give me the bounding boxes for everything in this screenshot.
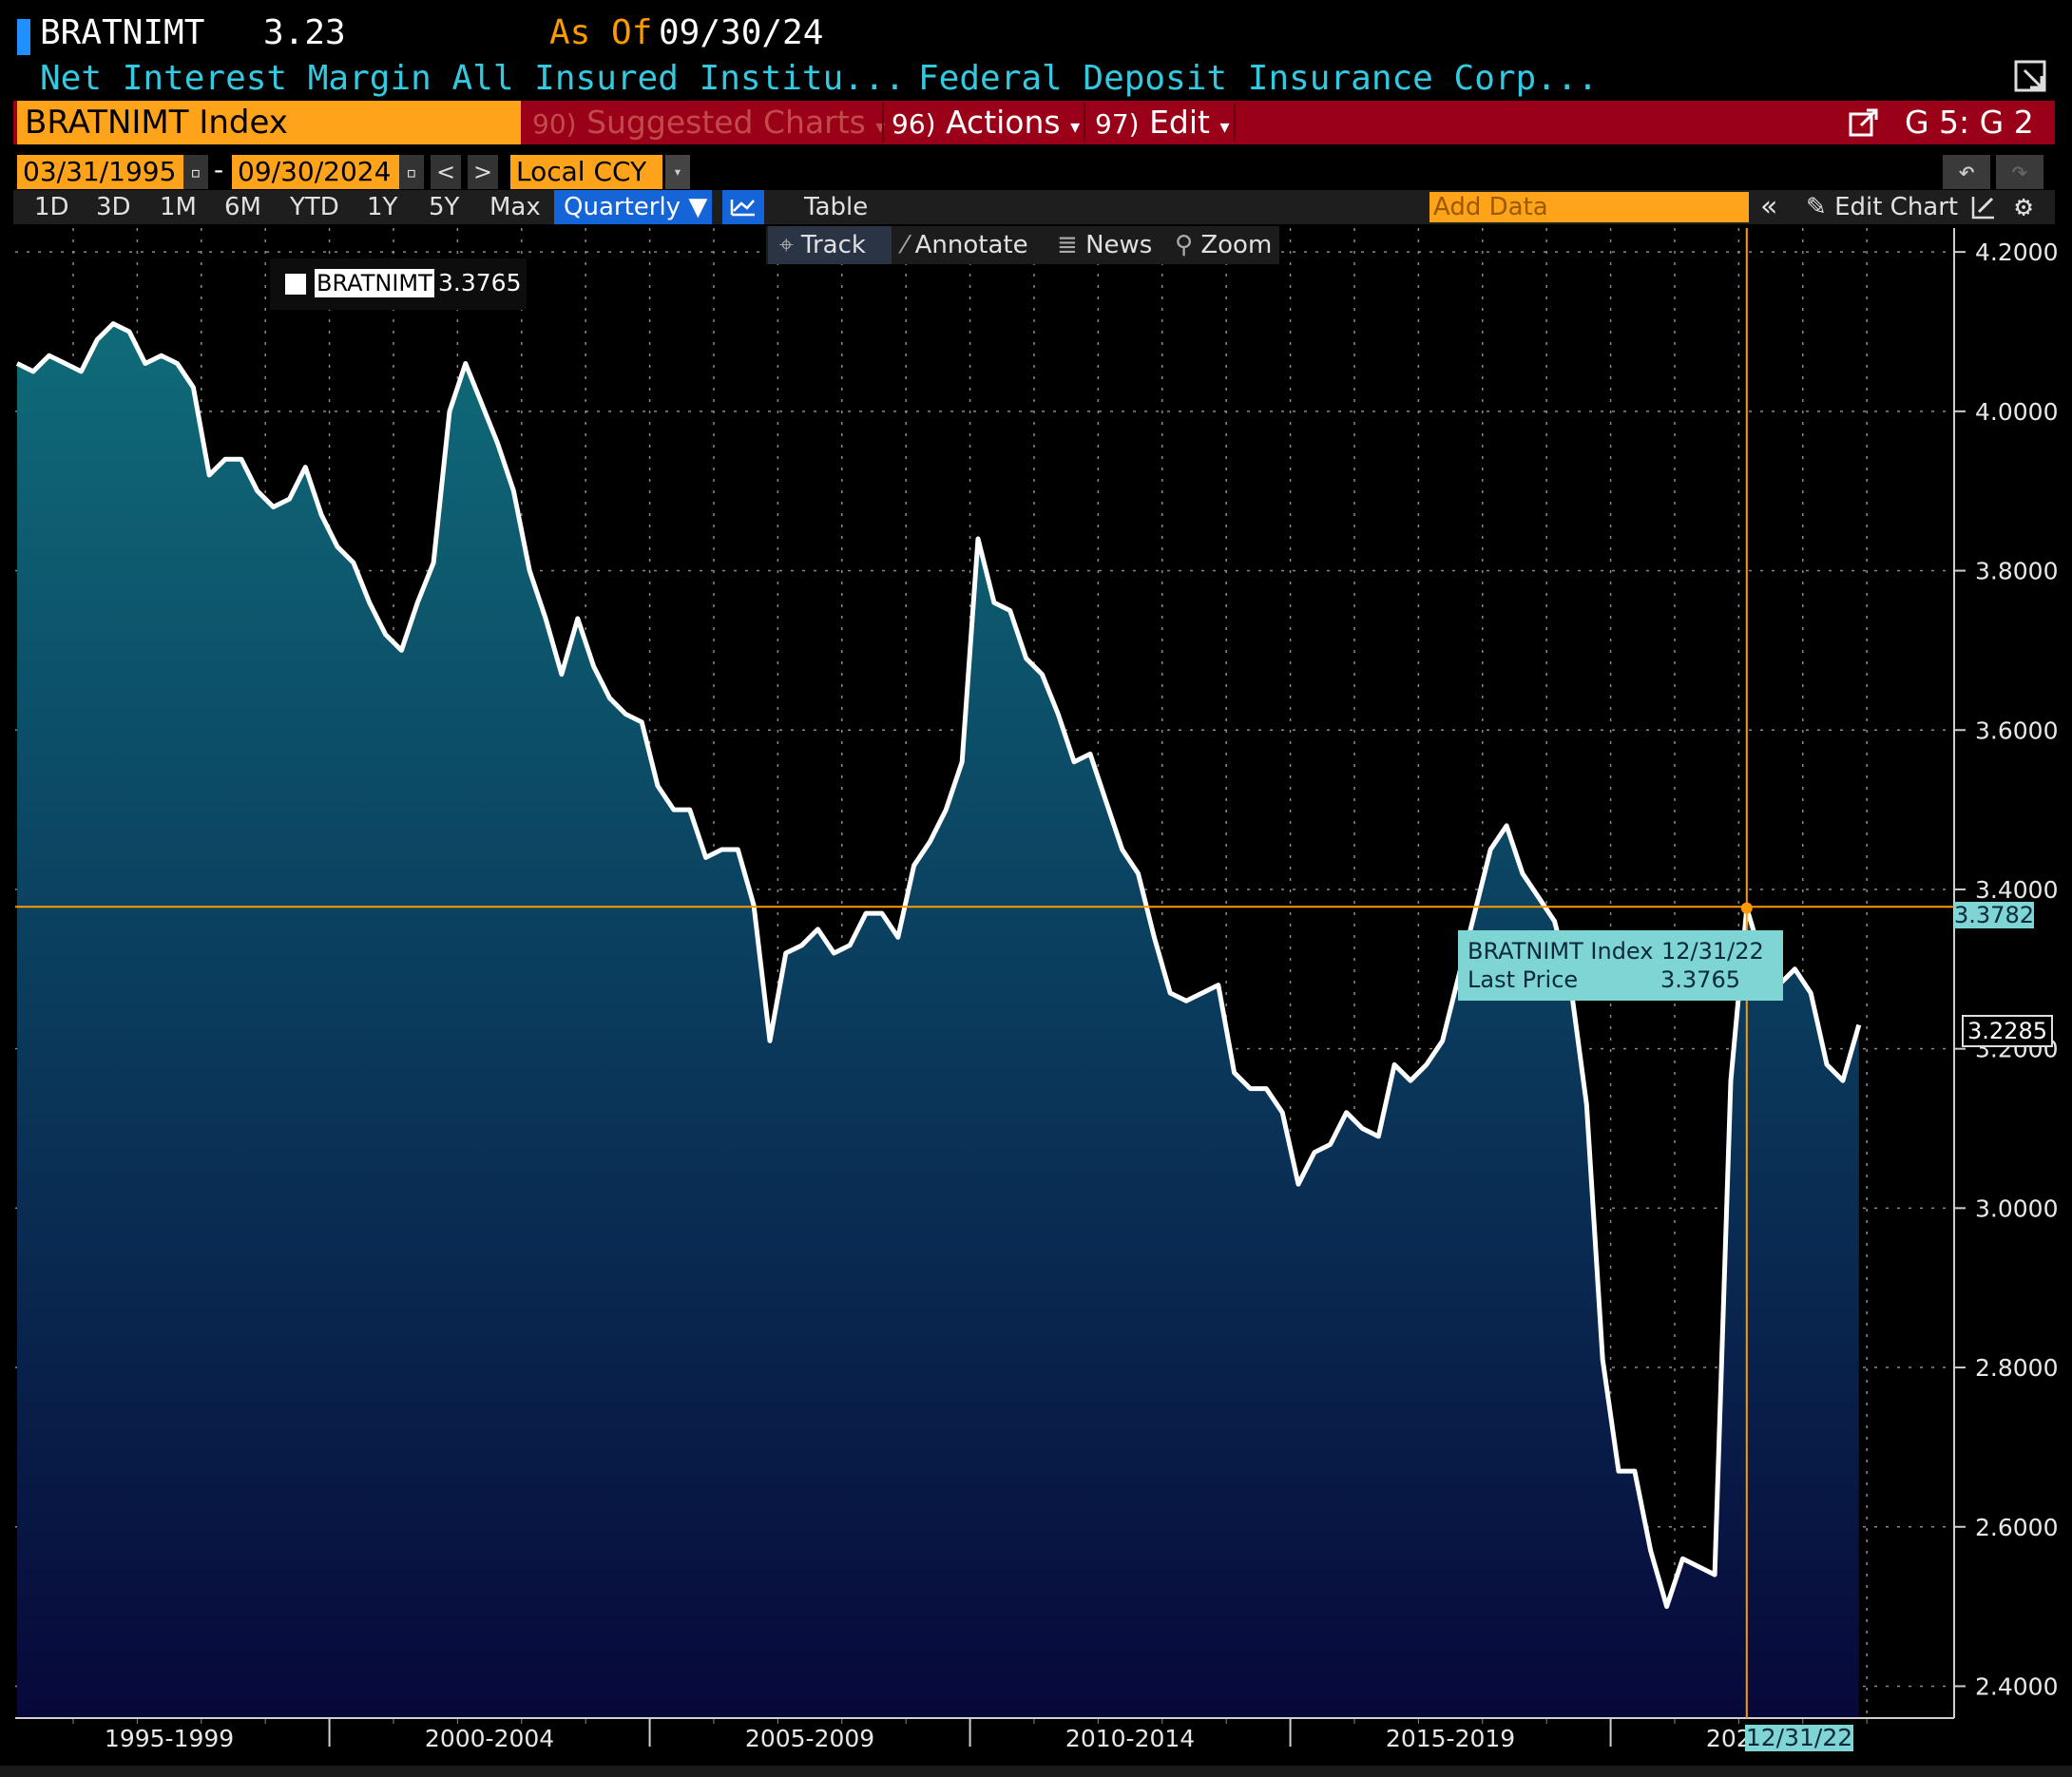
start-date-input[interactable]: 03/31/1995 xyxy=(17,155,200,189)
period-max-button[interactable]: Max xyxy=(489,193,541,221)
period-1d-button[interactable]: 1D xyxy=(34,193,69,221)
calendar-icon[interactable]: ▫ xyxy=(399,155,424,189)
add-data-input[interactable]: Add Data xyxy=(1429,192,1749,222)
legend-series-name: BRATNIMT xyxy=(315,269,434,297)
chevron-down-icon: ▾ xyxy=(1219,115,1230,138)
tooltip-security: BRATNIMT Index xyxy=(1468,938,1654,965)
security-description: Net Interest Margin All Insured Institu.… xyxy=(40,59,906,98)
track-button[interactable]: ⌖ Track xyxy=(768,226,892,264)
end-date-input[interactable]: 09/30/2024 xyxy=(232,155,422,189)
annotate-button[interactable]: ⁄ Annotate xyxy=(903,226,1028,264)
zoom-button[interactable]: ⚲ Zoom xyxy=(1175,226,1272,264)
x-tick-label: 2015-2019 xyxy=(1386,1725,1515,1752)
period-ytd-button[interactable]: YTD xyxy=(290,193,339,221)
x-tick-label: 2010-2014 xyxy=(1065,1725,1195,1752)
chevron-down-icon: ▾ xyxy=(1070,115,1081,138)
tooltip-field: Last Price xyxy=(1468,966,1579,993)
line-chart-icon[interactable] xyxy=(722,190,764,224)
y-tick-label: 3.6000 xyxy=(1975,717,2058,744)
actions-button[interactable]: 96) Actions ▾ xyxy=(892,101,1080,144)
chart-edit-icon[interactable] xyxy=(1969,193,1998,221)
chart-grid-id[interactable]: G 5: G 2 xyxy=(1905,104,2034,141)
as-of-date: 09/30/24 xyxy=(659,13,824,52)
tooltip-value: 3.3765 xyxy=(1660,966,1740,993)
y-tick-label: 2.6000 xyxy=(1975,1514,2058,1541)
period-5y-button[interactable]: 5Y xyxy=(429,193,460,221)
crosshair-tooltip xyxy=(1458,930,1783,1001)
magnifier-icon: ⚲ xyxy=(1175,231,1194,259)
crosshair-icon: ⌖ xyxy=(779,231,794,259)
bottom-scrollbar[interactable] xyxy=(0,1766,2072,1777)
chevron-down-icon: ▾ xyxy=(875,115,886,138)
area-fill xyxy=(17,323,1859,1719)
y-tick-label: 3.8000 xyxy=(1975,558,2058,585)
undo-icon[interactable]: ↶ xyxy=(1943,155,1990,189)
crosshair-y-badge: 3.3782 xyxy=(1954,902,2034,928)
security-field[interactable]: BRATNIMT Index xyxy=(17,101,521,144)
actions-label: Actions xyxy=(946,104,1061,141)
axis-line xyxy=(15,228,1955,1719)
collapse-icon[interactable]: « xyxy=(1760,190,1778,223)
y-tick-label: 3.0000 xyxy=(1975,1194,2058,1222)
edit-chart-label: Edit Chart xyxy=(1834,193,1959,221)
data-source: Federal Deposit Insurance Corp... xyxy=(918,59,1599,98)
track-label: Track xyxy=(800,231,866,259)
edit-label: Edit xyxy=(1149,104,1210,141)
news-icon: ≣ xyxy=(1057,231,1078,259)
popout-icon[interactable] xyxy=(2013,59,2051,97)
as-of-label: As Of xyxy=(549,13,653,52)
toolbar-divider xyxy=(882,103,884,143)
next-period-button[interactable]: > xyxy=(468,155,498,189)
x-tick-label: 1995-1999 xyxy=(105,1725,234,1752)
y-tick-label: 4.0000 xyxy=(1975,398,2058,426)
edit-button[interactable]: 97) Edit ▾ xyxy=(1095,101,1230,144)
pencil-icon: ✎ xyxy=(1806,193,1827,221)
toolbar-divider xyxy=(1084,103,1085,143)
gear-icon[interactable]: ⚙ xyxy=(2015,190,2033,223)
frequency-select[interactable]: Quarterly ▼ xyxy=(554,190,712,224)
annotate-label: Annotate xyxy=(914,231,1028,259)
date-separator: - xyxy=(214,154,224,185)
period-3d-button[interactable]: 3D xyxy=(96,193,131,221)
currency-select[interactable]: Local CCY xyxy=(510,155,662,189)
suggested-charts-button[interactable]: 90) Suggested Charts ▾ xyxy=(532,101,885,144)
suggested-charts-number: 90) xyxy=(532,108,577,140)
last-value: 3.23 xyxy=(263,13,346,52)
x-tick-label: 2000-2004 xyxy=(425,1725,554,1752)
redo-icon[interactable]: ↷ xyxy=(1996,155,2043,189)
ticker-marker xyxy=(17,19,30,55)
zoom-label: Zoom xyxy=(1200,231,1273,259)
crosshair-point xyxy=(1740,902,1753,914)
pencil-icon: ⁄ xyxy=(903,231,908,259)
y-tick-label: 4.2000 xyxy=(1975,239,2058,266)
news-button[interactable]: ≣ News xyxy=(1057,226,1152,264)
chevron-down-icon[interactable]: ▾ xyxy=(665,155,690,189)
period-6m-button[interactable]: 6M xyxy=(224,193,261,221)
table-button[interactable]: Table xyxy=(804,193,869,221)
legend-value: 3.3765 xyxy=(438,269,522,296)
edit-number: 97) xyxy=(1095,108,1140,140)
y-tick-label: 2.4000 xyxy=(1975,1672,2058,1700)
previous-period-button[interactable]: < xyxy=(431,155,461,189)
external-link-icon[interactable] xyxy=(1848,106,1880,139)
tooltip-date: 12/31/22 xyxy=(1661,938,1764,965)
y-tick-label: 2.8000 xyxy=(1975,1354,2058,1382)
crosshair-x-badge: 12/31/22 xyxy=(1745,1724,1853,1751)
legend-swatch xyxy=(285,274,306,295)
x-tick-label: 2005-2009 xyxy=(745,1725,874,1752)
ticker-symbol: BRATNIMT xyxy=(40,13,205,52)
actions-number: 96) xyxy=(892,108,936,140)
suggested-charts-label: Suggested Charts xyxy=(586,104,866,141)
period-1m-button[interactable]: 1M xyxy=(160,193,197,221)
period-1y-button[interactable]: 1Y xyxy=(367,193,398,221)
series-line xyxy=(15,321,1862,1610)
calendar-icon[interactable]: ▫ xyxy=(183,155,208,189)
toolbar-divider xyxy=(1234,103,1236,143)
last-price-badge: 3.2285 xyxy=(1962,1015,2053,1047)
edit-chart-button[interactable]: ✎ Edit Chart xyxy=(1806,190,1958,224)
y-tick-label: 3.4000 xyxy=(1975,876,2058,904)
news-label: News xyxy=(1085,231,1153,259)
